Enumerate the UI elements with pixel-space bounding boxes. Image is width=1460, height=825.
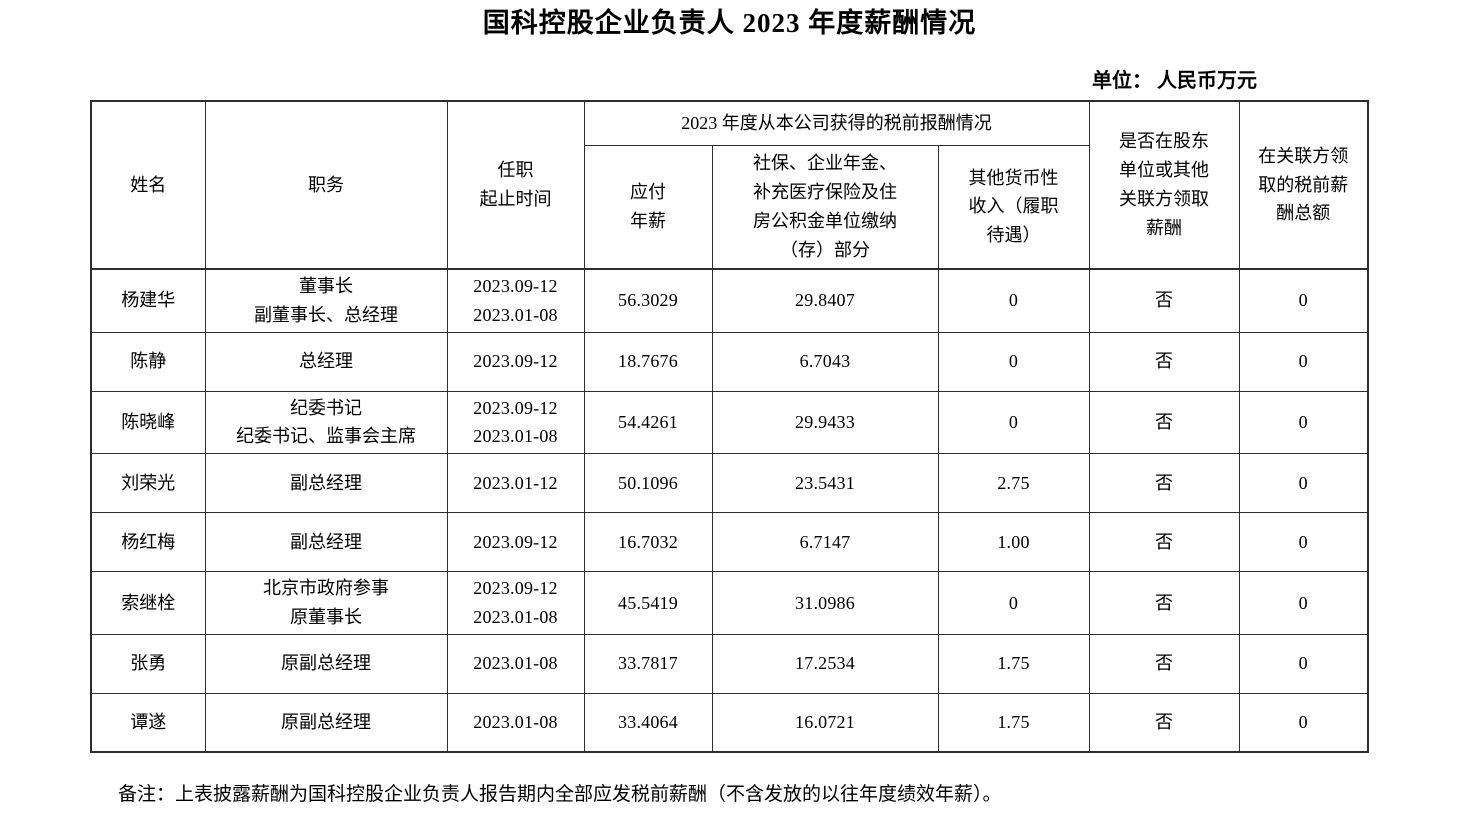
table-row: 陈晓峰 纪委书记 纪委书记、监事会主席 2023.09-12 2023.01-0…: [90, 390, 1369, 455]
cell-related-total: 0: [1238, 633, 1369, 694]
cell-name: 索继栓: [90, 571, 206, 635]
cell-name: 杨红梅: [90, 512, 206, 573]
cell-position: 总经理: [204, 331, 448, 392]
cell-other-income: 0: [937, 571, 1090, 635]
salary-table: 姓名 职务 任职 起止时间 2023 年度从本公司获得的税前报酬情况 是否在股东…: [90, 100, 1369, 754]
header-position: 职务: [204, 100, 448, 270]
cell-related-flag: 否: [1088, 390, 1240, 455]
cell-term: 2023.09-12 2023.01-08: [446, 267, 585, 333]
header-related-party-flag: 是否在股东 单位或其他 关联方领取 薪酬: [1088, 100, 1240, 270]
header-row-sub: 应付 年薪 社保、企业年金、 补充医疗保险及住 房公积金单位缴纳 （存）部分 其…: [91, 144, 1368, 270]
cell-name: 陈晓峰: [90, 390, 206, 455]
header-annual-salary: 应付 年薪: [583, 144, 713, 270]
cell-other-income: 1.75: [937, 633, 1090, 694]
cell-annual-salary: 50.1096: [583, 453, 713, 514]
cell-term: 2023.09-12 2023.01-08: [446, 390, 585, 455]
cell-position: 董事长 副董事长、总经理: [204, 267, 448, 333]
cell-related-total: 0: [1238, 390, 1369, 455]
cell-social-insurance: 29.9433: [711, 390, 939, 455]
cell-related-flag: 否: [1088, 512, 1240, 573]
cell-related-flag: 否: [1088, 692, 1240, 753]
cell-other-income: 0: [937, 267, 1090, 333]
cell-annual-salary: 16.7032: [583, 512, 713, 573]
header-social-insurance: 社保、企业年金、 补充医疗保险及住 房公积金单位缴纳 （存）部分: [711, 144, 939, 270]
cell-social-insurance: 29.8407: [711, 267, 939, 333]
cell-other-income: 2.75: [937, 453, 1090, 514]
cell-social-insurance: 6.7043: [711, 331, 939, 392]
cell-annual-salary: 33.4064: [583, 692, 713, 753]
cell-term: 2023.01-08: [446, 633, 585, 694]
cell-related-flag: 否: [1088, 331, 1240, 392]
header-related-party-total: 在关联方领 取的税前薪 酬总额: [1238, 100, 1369, 270]
cell-social-insurance: 6.7147: [711, 512, 939, 573]
cell-related-total: 0: [1238, 571, 1369, 635]
table-row: 谭遂 原副总经理 2023.01-08 33.4064 16.0721 1.75…: [90, 692, 1369, 753]
cell-related-flag: 否: [1088, 633, 1240, 694]
cell-name: 杨建华: [90, 267, 206, 333]
cell-related-flag: 否: [1088, 571, 1240, 635]
header-compensation-group: 2023 年度从本公司获得的税前报酬情况: [583, 100, 1090, 146]
header-row-top: 姓名 职务 任职 起止时间 2023 年度从本公司获得的税前报酬情况 是否在股东…: [90, 100, 1369, 270]
cell-position: 原副总经理: [204, 692, 448, 753]
cell-name: 刘荣光: [90, 453, 206, 514]
page-title: 国科控股企业负责人 2023 年度薪酬情况: [482, 8, 977, 38]
cell-name: 谭遂: [90, 692, 206, 753]
cell-name: 陈静: [90, 331, 206, 392]
cell-term: 2023.01-08: [446, 692, 585, 753]
table-row: 刘荣光 副总经理 2023.01-12 50.1096 23.5431 2.75…: [90, 453, 1369, 514]
header-name: 姓名: [90, 100, 206, 270]
cell-social-insurance: 17.2534: [711, 633, 939, 694]
cell-position: 纪委书记 纪委书记、监事会主席: [204, 390, 448, 455]
cell-other-income: 1.00: [937, 512, 1090, 573]
cell-term: 2023.09-12 2023.01-08: [446, 571, 585, 635]
cell-social-insurance: 16.0721: [711, 692, 939, 753]
cell-related-total: 0: [1238, 453, 1369, 514]
cell-other-income: 0: [937, 331, 1090, 392]
table-row: 张勇 原副总经理 2023.01-08 33.7817 17.2534 1.75…: [90, 633, 1369, 694]
table-row: 杨红梅 副总经理 2023.09-12 16.7032 6.7147 1.00 …: [90, 512, 1369, 573]
cell-related-total: 0: [1238, 331, 1369, 392]
unit-label: 单位： 人民币万元: [1092, 70, 1257, 92]
cell-social-insurance: 23.5431: [711, 453, 939, 514]
cell-other-income: 1.75: [937, 692, 1090, 753]
cell-related-total: 0: [1238, 512, 1369, 573]
cell-position: 北京市政府参事 原董事长: [204, 571, 448, 635]
cell-term: 2023.01-12: [446, 453, 585, 514]
cell-social-insurance: 31.0986: [711, 571, 939, 635]
cell-position: 副总经理: [204, 512, 448, 573]
cell-annual-salary: 54.4261: [583, 390, 713, 455]
cell-related-flag: 否: [1088, 453, 1240, 514]
cell-term: 2023.09-12: [446, 331, 585, 392]
header-term: 任职 起止时间: [446, 100, 585, 270]
cell-related-total: 0: [1238, 692, 1369, 753]
footnote: 备注：上表披露薪酬为国科控股企业负责人报告期内全部应发税前薪酬（不含发放的以往年…: [118, 784, 1002, 806]
cell-other-income: 0: [937, 390, 1090, 455]
cell-annual-salary: 56.3029: [583, 267, 713, 333]
cell-term: 2023.09-12: [446, 512, 585, 573]
header-other-income: 其他货币性 收入（履职 待遇）: [937, 144, 1090, 270]
cell-position: 副总经理: [204, 453, 448, 514]
table-row: 索继栓 北京市政府参事 原董事长 2023.09-12 2023.01-08 4…: [90, 571, 1369, 635]
table-row: 杨建华 董事长 副董事长、总经理 2023.09-12 2023.01-08 5…: [90, 267, 1369, 333]
cell-name: 张勇: [90, 633, 206, 694]
cell-annual-salary: 18.7676: [583, 331, 713, 392]
table-row: 陈静 总经理 2023.09-12 18.7676 6.7043 0 否 0: [90, 331, 1369, 392]
cell-annual-salary: 33.7817: [583, 633, 713, 694]
cell-related-total: 0: [1238, 267, 1369, 333]
cell-position: 原副总经理: [204, 633, 448, 694]
cell-annual-salary: 45.5419: [583, 571, 713, 635]
cell-related-flag: 否: [1088, 267, 1240, 333]
document-content: 国科控股企业负责人 2023 年度薪酬情况 单位： 人民币万元 姓名 职务 任职…: [90, 0, 1369, 806]
